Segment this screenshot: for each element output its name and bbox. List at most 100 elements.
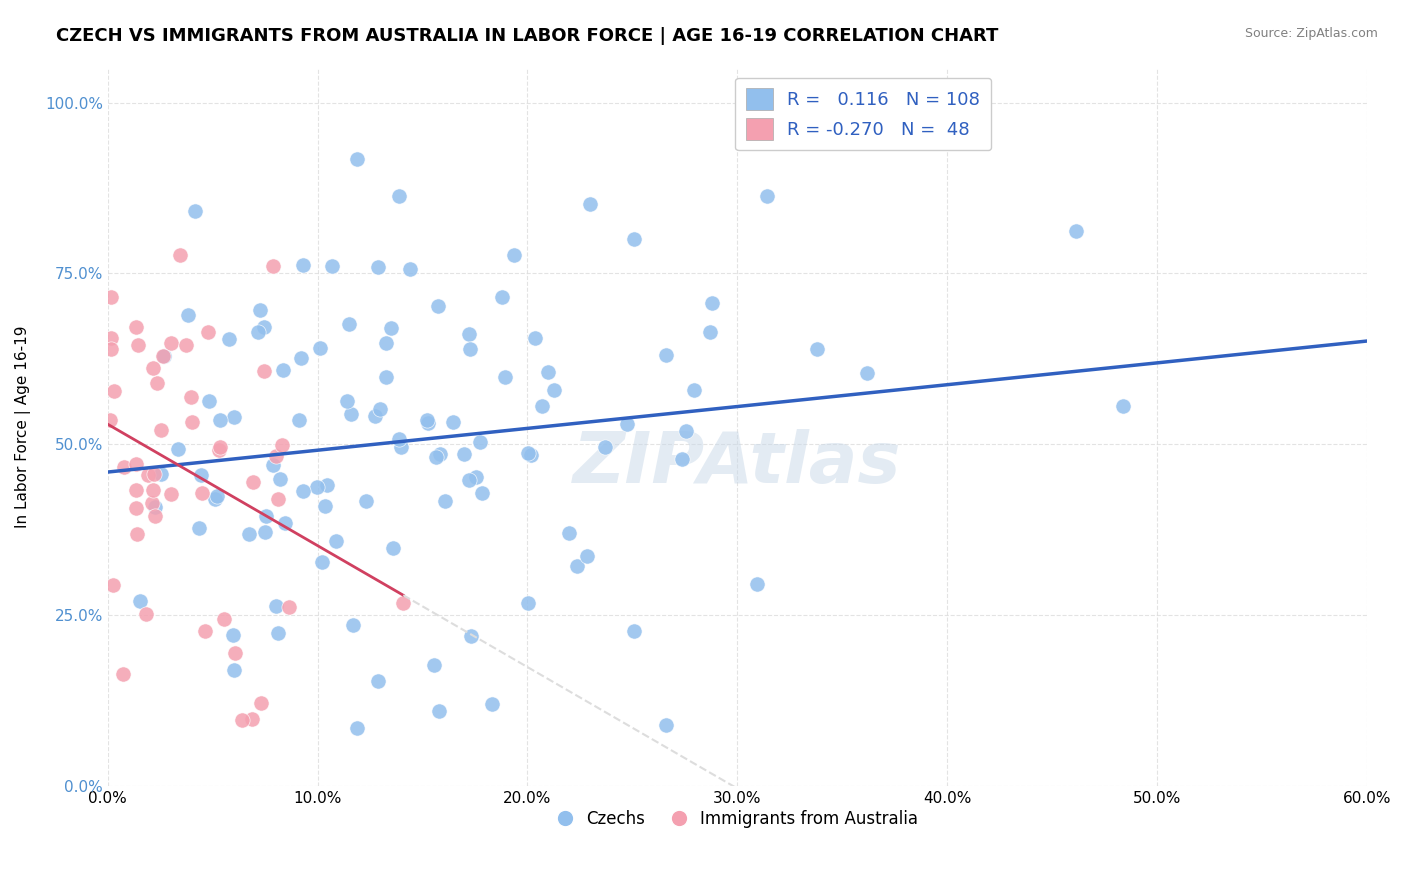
Point — [519, 448, 541, 462]
Point — [112, 460, 135, 475]
Point — [222, 628, 245, 642]
Point — [325, 533, 347, 548]
Point — [153, 349, 176, 363]
Point — [494, 370, 516, 384]
Point — [125, 500, 148, 515]
Point — [141, 496, 163, 510]
Point — [190, 467, 212, 482]
Point — [277, 600, 299, 615]
Point — [392, 596, 415, 610]
Point — [671, 451, 693, 466]
Point — [675, 424, 697, 438]
Point — [159, 487, 181, 501]
Text: Source: ZipAtlas.com: Source: ZipAtlas.com — [1244, 27, 1378, 40]
Point — [682, 383, 704, 397]
Point — [150, 423, 173, 437]
Point — [253, 320, 276, 334]
Point — [124, 319, 146, 334]
Point — [367, 674, 389, 689]
Point — [249, 696, 271, 710]
Point — [267, 626, 290, 640]
Point — [180, 390, 202, 404]
Point — [136, 467, 159, 482]
Point — [363, 409, 385, 424]
Point — [471, 485, 494, 500]
Point — [543, 383, 565, 397]
Point — [340, 407, 363, 421]
Point — [575, 549, 598, 564]
Point — [127, 338, 149, 352]
Point — [368, 402, 391, 417]
Point — [531, 399, 554, 413]
Point — [434, 493, 457, 508]
Point — [423, 657, 446, 672]
Point — [100, 331, 122, 345]
Point — [307, 480, 329, 494]
Point — [183, 203, 205, 218]
Point — [146, 376, 169, 390]
Point — [194, 624, 217, 639]
Point — [354, 494, 377, 508]
Point — [222, 663, 245, 677]
Point — [429, 446, 451, 460]
Point — [264, 449, 287, 463]
Point — [537, 365, 560, 379]
Point — [269, 472, 291, 486]
Point — [125, 527, 148, 541]
Point — [274, 516, 297, 530]
Point — [623, 232, 645, 246]
Point — [388, 189, 411, 203]
Point — [205, 489, 228, 503]
Point — [453, 447, 475, 461]
Point — [516, 596, 538, 610]
Point — [224, 410, 246, 425]
Point — [180, 415, 202, 429]
Point — [143, 467, 166, 482]
Point — [152, 349, 174, 363]
Point — [292, 484, 315, 499]
Point — [416, 412, 439, 426]
Point — [567, 559, 589, 574]
Point — [460, 629, 482, 643]
Point — [593, 440, 616, 454]
Point — [654, 348, 676, 362]
Point — [204, 491, 226, 506]
Point — [458, 343, 481, 357]
Point — [176, 337, 198, 351]
Legend: Czechs, Immigrants from Australia: Czechs, Immigrants from Australia — [550, 804, 925, 835]
Point — [416, 416, 439, 430]
Point — [101, 578, 124, 592]
Point — [238, 527, 260, 541]
Point — [169, 248, 191, 262]
Point — [100, 289, 122, 303]
Point — [167, 442, 190, 456]
Point — [266, 492, 288, 507]
Point — [491, 290, 513, 304]
Point — [262, 259, 284, 273]
Point — [100, 343, 122, 357]
Point — [374, 370, 396, 384]
Point — [346, 153, 368, 167]
Point — [160, 335, 183, 350]
Point — [1112, 399, 1135, 413]
Point — [481, 697, 503, 711]
Point — [188, 521, 211, 535]
Point — [290, 351, 312, 365]
Point — [254, 525, 277, 540]
Point — [321, 259, 343, 273]
Point — [1064, 224, 1087, 238]
Point — [699, 325, 721, 339]
Point — [745, 577, 768, 591]
Text: CZECH VS IMMIGRANTS FROM AUSTRALIA IN LABOR FORCE | AGE 16-19 CORRELATION CHART: CZECH VS IMMIGRANTS FROM AUSTRALIA IN LA… — [56, 27, 998, 45]
Point — [271, 362, 294, 376]
Point — [503, 248, 526, 262]
Point — [191, 486, 214, 500]
Point — [399, 261, 422, 276]
Point — [342, 618, 364, 632]
Point — [291, 258, 314, 272]
Point — [249, 303, 271, 318]
Point — [111, 667, 134, 681]
Point — [197, 325, 219, 339]
Point — [271, 438, 294, 452]
Point — [616, 417, 638, 431]
